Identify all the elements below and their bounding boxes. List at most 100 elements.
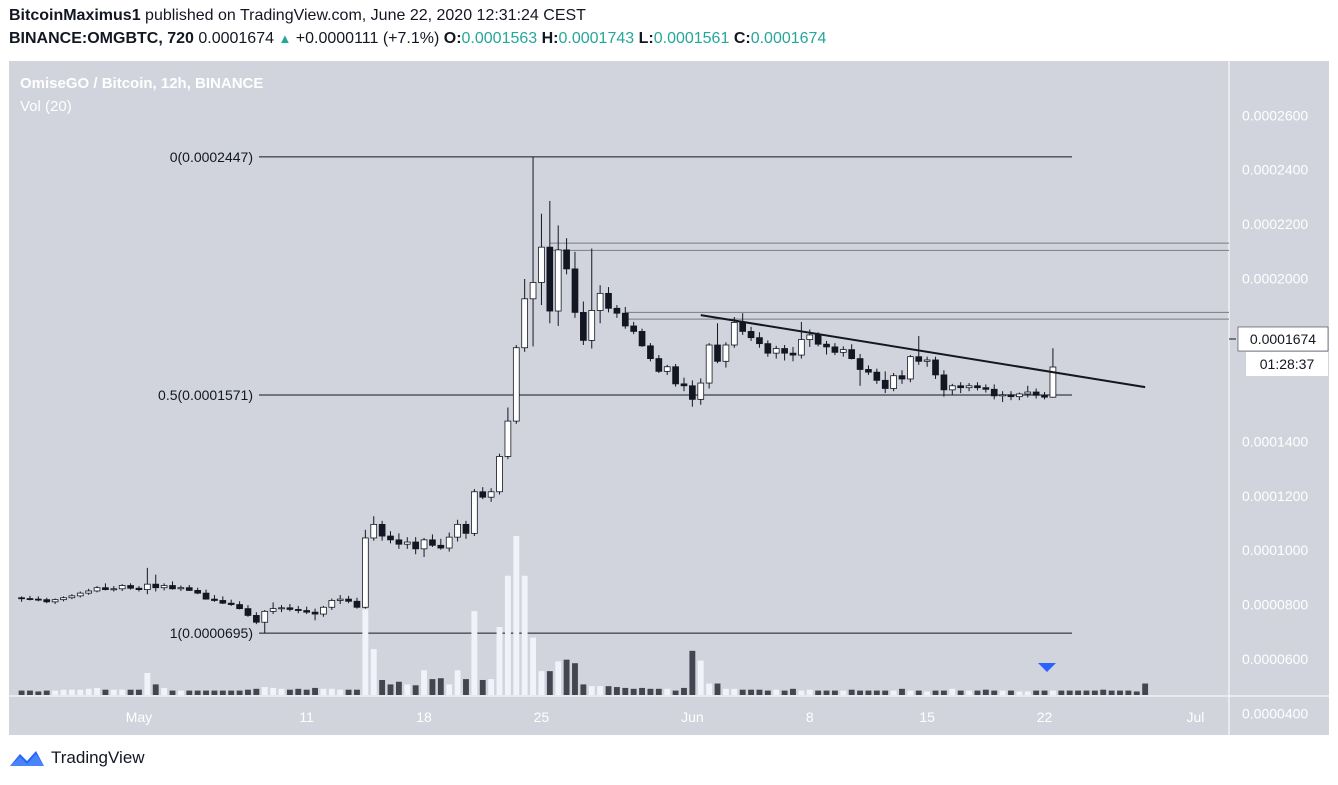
candle-down bbox=[739, 322, 747, 332]
candle-up bbox=[999, 394, 1006, 397]
y-tick-label: 0.0002200 bbox=[1242, 216, 1308, 232]
volume-bar bbox=[463, 679, 469, 695]
candle-down bbox=[1032, 391, 1040, 396]
volume-bar bbox=[1083, 690, 1090, 695]
volume-bar bbox=[152, 684, 159, 695]
close-value: 0.0001674 bbox=[750, 30, 827, 47]
volume-bar bbox=[110, 689, 117, 695]
candle-down bbox=[211, 598, 218, 601]
volume-bar bbox=[27, 690, 33, 695]
footer-brand[interactable]: TradingView bbox=[9, 747, 145, 769]
volume-bar bbox=[421, 670, 427, 695]
volume-bar bbox=[706, 683, 713, 695]
candle-down bbox=[563, 249, 570, 270]
close-label: C: bbox=[733, 30, 751, 47]
y-tick-label: 0.0000600 bbox=[1242, 651, 1308, 667]
volume-bar bbox=[127, 689, 134, 695]
volume-bar bbox=[697, 660, 704, 695]
volume-bar bbox=[530, 637, 536, 695]
volume-bar bbox=[764, 690, 771, 695]
volume-bar bbox=[261, 687, 268, 695]
volume-bar bbox=[1075, 690, 1082, 695]
candle-down bbox=[462, 523, 470, 534]
volume-bar bbox=[555, 661, 562, 695]
volume-bar bbox=[1049, 690, 1056, 695]
volume-bar bbox=[471, 611, 478, 695]
candle-down bbox=[236, 604, 243, 610]
volume-bar bbox=[203, 690, 209, 695]
volume-bar bbox=[504, 575, 511, 695]
volume-bar bbox=[328, 688, 335, 695]
marker-down-icon[interactable] bbox=[1038, 663, 1056, 672]
volume-bar bbox=[1117, 690, 1123, 695]
volume-bar bbox=[169, 690, 176, 695]
y-tick-label: 0.0000400 bbox=[1242, 705, 1308, 721]
volume-bar bbox=[1066, 690, 1073, 695]
y-tick-label: 0.0001200 bbox=[1242, 488, 1308, 504]
volume-bar bbox=[312, 687, 318, 695]
volume-bar bbox=[1091, 690, 1098, 695]
candle-down bbox=[253, 615, 260, 623]
candle-up bbox=[538, 246, 545, 283]
volume-bar bbox=[245, 689, 251, 695]
candle-up bbox=[839, 349, 847, 353]
candle-up bbox=[554, 249, 562, 312]
candle-down bbox=[630, 325, 638, 332]
volume-bar bbox=[52, 690, 59, 695]
volume-bar bbox=[731, 688, 738, 695]
volume-bar bbox=[1108, 690, 1115, 695]
candle-down bbox=[412, 541, 420, 550]
candle-down bbox=[135, 587, 143, 591]
candle-up bbox=[328, 600, 336, 608]
candle-down bbox=[303, 610, 310, 613]
volume-bar bbox=[370, 649, 377, 695]
y-tick-label: 0.0001000 bbox=[1242, 542, 1308, 558]
candle-up bbox=[1049, 366, 1057, 398]
volume-bar bbox=[857, 690, 863, 695]
candle-up bbox=[722, 344, 730, 362]
candle-down bbox=[831, 346, 839, 353]
candle-up bbox=[76, 592, 84, 597]
symbol-info: BINANCE:OMGBTC, 720 0.0001674 ▲ +0.00001… bbox=[9, 30, 826, 48]
candle-down bbox=[680, 383, 688, 387]
x-tick-label: 22 bbox=[1037, 709, 1053, 725]
candle-down bbox=[387, 535, 394, 541]
volume-bar bbox=[630, 688, 637, 695]
candle-down bbox=[571, 268, 579, 313]
volume-bar bbox=[907, 690, 914, 695]
candle-down bbox=[345, 598, 352, 602]
last-price: 0.0001674 bbox=[198, 30, 274, 47]
volume-bar bbox=[211, 690, 218, 695]
candle-down bbox=[35, 598, 42, 601]
volume-bar bbox=[538, 671, 545, 695]
y-tick-label: 0.0000800 bbox=[1242, 597, 1308, 613]
volume-bar bbox=[295, 688, 302, 695]
volume-bar bbox=[1033, 690, 1040, 695]
candle-down bbox=[856, 358, 864, 370]
candle-up bbox=[588, 310, 596, 341]
volume-bar bbox=[748, 689, 754, 695]
chart-title: OmiseGO / Bitcoin, 12h, BINANCE bbox=[20, 75, 263, 92]
y-tick-label: 0.0001400 bbox=[1242, 433, 1308, 449]
x-tick-label: 25 bbox=[534, 709, 550, 725]
descending-trendline bbox=[700, 314, 1146, 389]
volume-bar bbox=[387, 684, 394, 695]
candle-down bbox=[747, 331, 755, 339]
volume-bar bbox=[1133, 691, 1140, 695]
candle-down bbox=[881, 379, 889, 389]
candle-up bbox=[370, 523, 378, 539]
volume-bar bbox=[1024, 691, 1031, 695]
x-tick-label: 8 bbox=[806, 709, 814, 725]
volume-bar bbox=[286, 689, 293, 695]
candle-down bbox=[1007, 394, 1015, 398]
candle-up bbox=[965, 385, 973, 389]
volume-bar bbox=[60, 689, 67, 695]
candle-down bbox=[940, 374, 948, 391]
author-name[interactable]: BitcoinMaximus1 bbox=[9, 7, 141, 24]
volume-bar bbox=[1125, 690, 1132, 695]
volume-bar bbox=[43, 690, 50, 695]
publish-info: BitcoinMaximus1 published on TradingView… bbox=[9, 7, 586, 25]
candle-down bbox=[672, 366, 679, 385]
candle-down bbox=[898, 375, 906, 380]
